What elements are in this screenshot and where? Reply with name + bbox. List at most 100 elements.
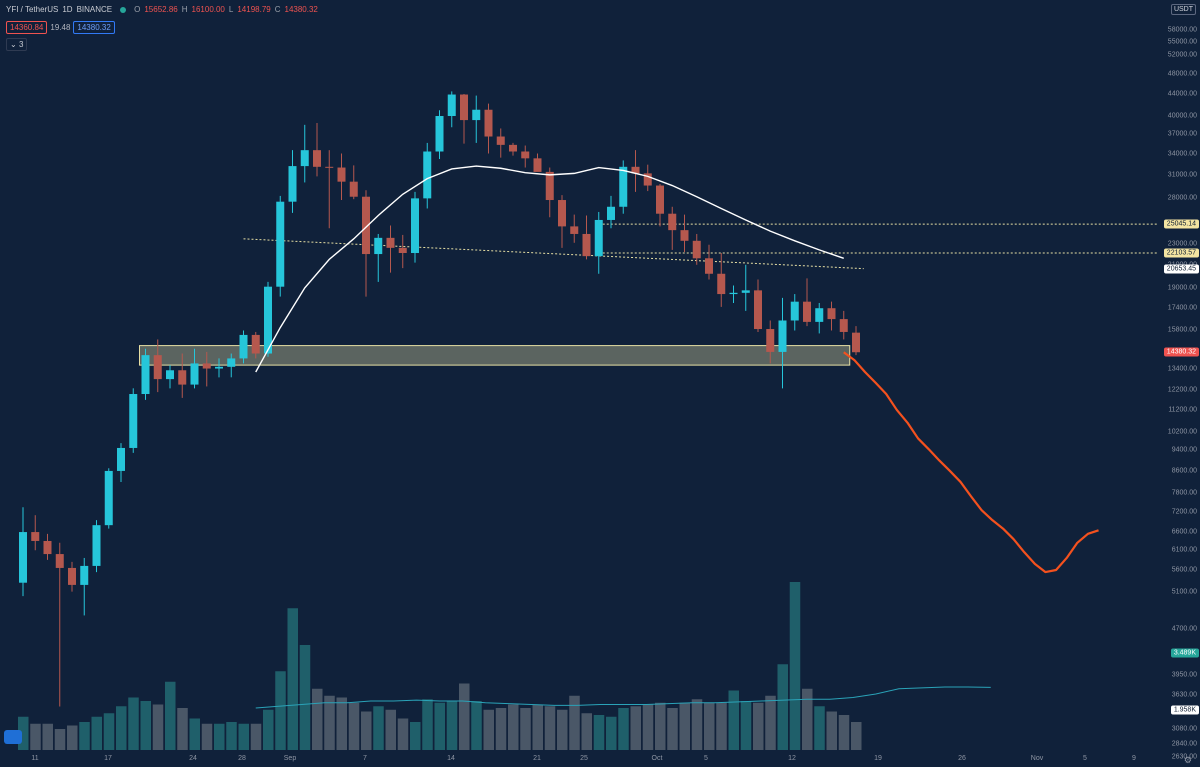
- candle-body: [852, 332, 860, 353]
- candle-body: [153, 355, 162, 380]
- chevron-down-icon: ⌄: [10, 40, 17, 49]
- candle-body: [117, 447, 125, 471]
- price-tick-label: 15800.00: [1167, 326, 1197, 334]
- candle-body: [582, 233, 591, 257]
- symbol-legend: YFI / TetherUS 1D BINANCE O 15652.86 H 161…: [6, 5, 318, 14]
- high-value: 16100.00: [191, 5, 225, 14]
- candle-body: [178, 370, 187, 385]
- volume-bar: [814, 706, 825, 750]
- volume-bar: [520, 708, 531, 750]
- price-tick-label: 34000.00: [1167, 150, 1197, 158]
- volume-bar: [422, 699, 433, 750]
- time-tick-label: 17: [104, 755, 112, 762]
- volume-bar: [691, 699, 703, 750]
- spread-value: 19.48: [50, 23, 71, 32]
- candle-body: [166, 370, 174, 380]
- price-tick-label: 23000.00: [1167, 240, 1197, 248]
- candle-body: [129, 394, 138, 448]
- time-tick-label: Sep: [283, 755, 297, 762]
- volume-bar: [152, 704, 164, 750]
- candle-body: [803, 301, 811, 322]
- volume-bar: [103, 713, 115, 750]
- volume-bar: [30, 723, 41, 750]
- candle-body: [447, 94, 456, 117]
- candle-body: [190, 363, 199, 385]
- time-tick-label: 11: [31, 755, 39, 762]
- time-tick-label: 7: [363, 755, 367, 762]
- volume-bar: [618, 708, 629, 750]
- interval-label[interactable]: 1D: [62, 5, 73, 14]
- currency-selector[interactable]: USDT: [1170, 4, 1196, 15]
- volume-bar: [312, 688, 323, 750]
- price-tick-label: 10200.00: [1167, 428, 1197, 436]
- volume-bar: [838, 715, 850, 750]
- volume-bar: [667, 708, 678, 750]
- candle-body: [374, 237, 383, 255]
- candle-body: [300, 150, 309, 167]
- candle-body: [741, 290, 750, 293]
- volume-bar: [238, 723, 249, 750]
- low-label: L: [228, 5, 234, 14]
- price-tick-label: 6100.00: [1171, 546, 1197, 554]
- volume-bar: [679, 702, 690, 750]
- volume-bar: [459, 683, 470, 750]
- price-tick-label: 17400.00: [1167, 304, 1197, 312]
- candle-body: [43, 540, 52, 555]
- time-axis[interactable]: 11 17 24 28 Sep 7 14 21 25 Oct 5 12 19 26 Nov 5 9: [0, 753, 1158, 767]
- price-axis[interactable]: USDT 58000.00 55000.00 52000.00 48000.00 440…: [1158, 0, 1200, 767]
- volume-bar: [189, 718, 200, 750]
- volume-bar: [201, 723, 213, 750]
- candle-body: [607, 206, 615, 220]
- volume-bar: [385, 709, 396, 750]
- tradingview-logo-icon[interactable]: [4, 730, 22, 744]
- sell-button[interactable]: 14360.84: [6, 21, 48, 34]
- volume-bar: [67, 725, 78, 750]
- time-tick-label: 14: [447, 755, 455, 762]
- candle-body: [251, 334, 260, 354]
- volume-bar: [557, 709, 568, 750]
- candle-body: [104, 470, 113, 526]
- candle-body: [656, 185, 664, 214]
- candle-body: [362, 196, 370, 255]
- volume-bar: [765, 695, 776, 750]
- volume-bar: [177, 708, 188, 750]
- candle-body: [423, 151, 432, 199]
- price-tick-label: 3950.00: [1171, 671, 1197, 679]
- time-tick-label: 19: [874, 755, 882, 762]
- candle-body: [411, 198, 419, 254]
- price-tick-label: 7200.00: [1171, 508, 1197, 516]
- candle-body: [386, 237, 395, 248]
- volume-bar: [79, 722, 90, 750]
- candle-body: [705, 258, 713, 274]
- candle-body: [692, 240, 701, 259]
- volume-bar: [581, 713, 592, 750]
- volume-bar: [532, 704, 543, 750]
- volume-bar: [226, 722, 237, 750]
- volume-bar: [165, 681, 176, 750]
- candle-body: [815, 308, 824, 322]
- price-tag: 20653.45: [1163, 264, 1199, 274]
- candle-body: [790, 301, 799, 321]
- volume-bar: [789, 582, 801, 750]
- indicators-count: 3: [18, 40, 24, 49]
- candle-body: [509, 144, 517, 152]
- market-status-icon: [120, 6, 127, 13]
- candle-body: [239, 334, 248, 359]
- indicators-toggle[interactable]: ⌄ 3: [6, 38, 28, 51]
- candle-body: [545, 171, 554, 201]
- volume-bar: [655, 702, 666, 750]
- candle-body: [31, 532, 40, 541]
- volume-ma-line: [255, 686, 991, 709]
- volume-bar: [826, 711, 837, 750]
- volume-bar: [287, 608, 298, 750]
- volume-bar: [471, 701, 482, 750]
- gear-icon[interactable]: ⚙: [1183, 755, 1192, 765]
- symbol-name[interactable]: YFI / TetherUS: [6, 5, 59, 14]
- buy-button[interactable]: 14380.32: [73, 21, 115, 34]
- candle-body: [668, 213, 677, 231]
- volume-bar: [91, 716, 102, 750]
- open-label: O: [134, 5, 141, 14]
- candle-body: [202, 363, 211, 369]
- candle-body: [827, 308, 836, 320]
